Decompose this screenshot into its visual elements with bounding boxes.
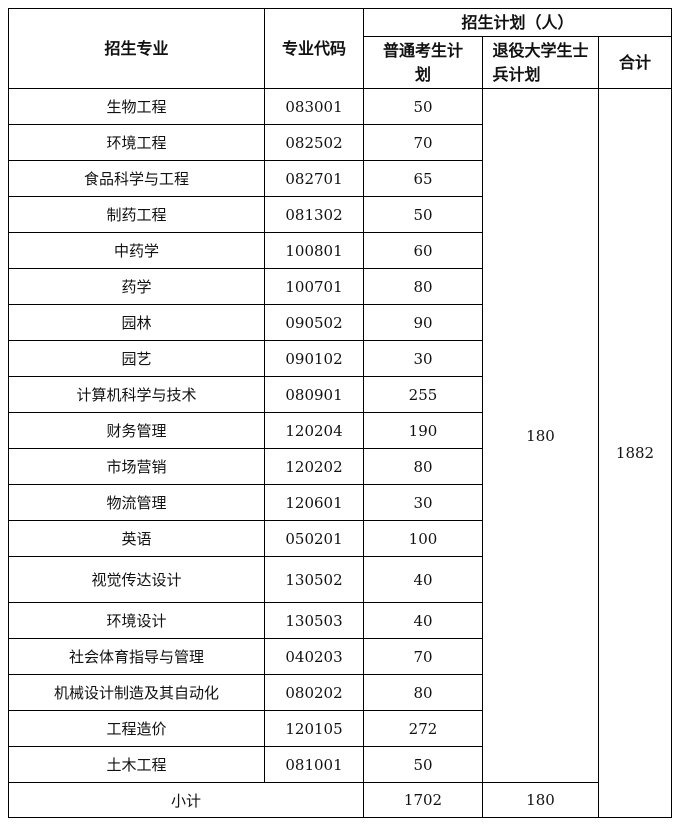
code-cell: 090102 (264, 340, 364, 377)
regular-plan-cell: 80 (363, 268, 483, 305)
code-cell: 082502 (264, 124, 364, 161)
major-cell: 土木工程 (8, 746, 265, 783)
table-row: 环境设计 130503 40 (8, 602, 672, 639)
table-row: 园艺 090102 30 (8, 340, 672, 377)
regular-plan-cell: 70 (363, 124, 483, 161)
major-cell: 环境设计 (8, 602, 265, 639)
table-row: 药学 100701 80 (8, 268, 672, 305)
table-row: 园林 090502 90 (8, 304, 672, 341)
table-row: 制药工程 081302 50 (8, 196, 672, 233)
code-cell: 130502 (264, 556, 364, 603)
major-cell: 机械设计制造及其自动化 (8, 674, 265, 711)
code-cell: 120601 (264, 484, 364, 521)
table-row: 计算机科学与技术 080901 255 (8, 376, 672, 413)
header-major: 招生专业 (8, 8, 265, 89)
major-cell: 视觉传达设计 (8, 556, 265, 603)
veteran-plan-cell: 180 (482, 88, 599, 783)
code-cell: 050201 (264, 520, 364, 557)
regular-plan-cell: 70 (363, 638, 483, 675)
code-cell: 081302 (264, 196, 364, 233)
major-cell: 药学 (8, 268, 265, 305)
table-row: 物流管理 120601 30 (8, 484, 672, 521)
regular-plan-cell: 80 (363, 674, 483, 711)
grand-total-cell: 1882 (598, 88, 672, 818)
major-cell: 市场营销 (8, 448, 265, 485)
major-cell: 中药学 (8, 232, 265, 269)
regular-plan-cell: 50 (363, 746, 483, 783)
code-cell: 100701 (264, 268, 364, 305)
code-cell: 082701 (264, 160, 364, 197)
major-cell: 食品科学与工程 (8, 160, 265, 197)
regular-plan-cell: 50 (363, 196, 483, 233)
code-cell: 120204 (264, 412, 364, 449)
table-row: 食品科学与工程 082701 65 (8, 160, 672, 197)
code-cell: 080202 (264, 674, 364, 711)
regular-plan-cell: 40 (363, 556, 483, 603)
table-row: 机械设计制造及其自动化 080202 80 (8, 674, 672, 711)
subtotal-regular: 1702 (363, 782, 483, 818)
regular-plan-cell: 30 (363, 340, 483, 377)
major-cell: 园艺 (8, 340, 265, 377)
major-cell: 制药工程 (8, 196, 265, 233)
regular-plan-cell: 50 (363, 88, 483, 125)
code-cell: 120202 (264, 448, 364, 485)
subtotal-veteran: 180 (482, 782, 599, 818)
major-cell: 社会体育指导与管理 (8, 638, 265, 675)
regular-plan-cell: 255 (363, 376, 483, 413)
table-row: 环境工程 082502 70 (8, 124, 672, 161)
table-row: 社会体育指导与管理 040203 70 (8, 638, 672, 675)
major-cell: 物流管理 (8, 484, 265, 521)
header-regular: 普通考生计划 (363, 36, 483, 89)
header-code: 专业代码 (264, 8, 364, 89)
major-cell: 园林 (8, 304, 265, 341)
table-row: 财务管理 120204 190 (8, 412, 672, 449)
table-row: 土木工程 081001 50 (8, 746, 672, 783)
code-cell: 120105 (264, 710, 364, 747)
table-row: 中药学 100801 60 (8, 232, 672, 269)
code-cell: 040203 (264, 638, 364, 675)
regular-plan-cell: 90 (363, 304, 483, 341)
subtotal-row: 小计 1702 180 (8, 782, 672, 818)
regular-plan-cell: 190 (363, 412, 483, 449)
regular-plan-cell: 272 (363, 710, 483, 747)
regular-plan-cell: 40 (363, 602, 483, 639)
code-cell: 100801 (264, 232, 364, 269)
code-cell: 081001 (264, 746, 364, 783)
regular-plan-cell: 60 (363, 232, 483, 269)
code-cell: 083001 (264, 88, 364, 125)
major-cell: 生物工程 (8, 88, 265, 125)
major-cell: 计算机科学与技术 (8, 376, 265, 413)
major-cell: 环境工程 (8, 124, 265, 161)
major-cell: 财务管理 (8, 412, 265, 449)
table-row: 市场营销 120202 80 (8, 448, 672, 485)
header-veteran: 退役大学生士兵计划 (482, 36, 599, 89)
enrollment-plan-table: 招生专业 专业代码 招生计划（人） 普通考生计划 退役大学生士兵计划 合计 生物… (8, 8, 672, 818)
regular-plan-cell: 80 (363, 448, 483, 485)
header-total: 合计 (598, 36, 672, 89)
regular-plan-cell: 65 (363, 160, 483, 197)
table-row: 生物工程 083001 50 180 1882 (8, 88, 672, 818)
major-cell: 英语 (8, 520, 265, 557)
regular-plan-cell: 30 (363, 484, 483, 521)
regular-plan-cell: 100 (363, 520, 483, 557)
header-plan-group: 招生计划（人） (363, 8, 672, 37)
code-cell: 130503 (264, 602, 364, 639)
code-cell: 080901 (264, 376, 364, 413)
subtotal-label: 小计 (8, 782, 364, 818)
major-cell: 工程造价 (8, 710, 265, 747)
code-cell: 090502 (264, 304, 364, 341)
